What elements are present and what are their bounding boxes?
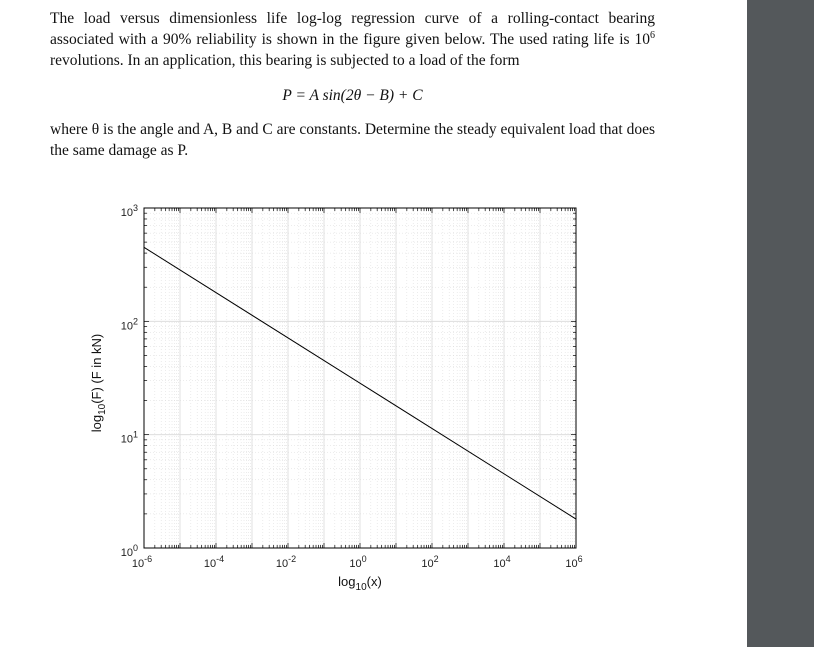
problem-paragraph-2: where θ is the angle and A, B and C are …: [50, 121, 655, 159]
chart-tick-labels: 10-6 10-4 10-2 100 102 104 106 100 101 102 103: [121, 203, 583, 570]
y-tick-label: 100: [121, 543, 138, 559]
x-tick-label: 10-4: [204, 554, 224, 570]
chart-grid: [143, 208, 576, 549]
problem-paragraph-1: The load versus dimensionless life log-l…: [50, 10, 655, 69]
x-tick-label: 10-6: [132, 554, 152, 570]
regression-line: [143, 246, 577, 520]
y-tick-label: 101: [121, 430, 138, 446]
chart-ticks: [143, 208, 576, 549]
x-tick-label: 104: [493, 554, 510, 570]
y-axis-label: log10(F) (F in kN): [89, 334, 108, 433]
right-sidebar: [747, 0, 814, 647]
chart-axis-labels: log10(x) log10(F) (F in kN): [89, 334, 382, 593]
x-tick-label: 102: [421, 554, 438, 570]
x-axis-label: log10(x): [338, 574, 382, 593]
y-tick-label: 103: [121, 203, 138, 219]
x-tick-label: 106: [565, 554, 582, 570]
chart-series: [143, 246, 577, 520]
y-tick-label: 102: [121, 316, 138, 332]
x-tick-label: 100: [349, 554, 366, 570]
problem-text: The load versus dimensionless life log-l…: [50, 8, 655, 161]
load-equation: P = A sin(2θ − B) + C: [282, 87, 423, 104]
x-tick-label: 10-2: [276, 554, 296, 570]
